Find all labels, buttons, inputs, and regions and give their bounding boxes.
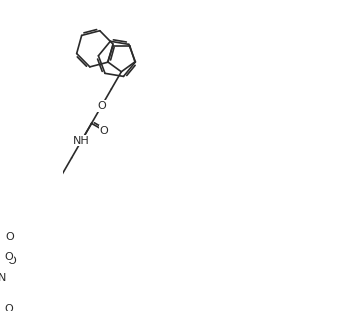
Text: O: O [8, 256, 16, 266]
Text: O: O [4, 252, 13, 262]
Text: O: O [100, 126, 108, 136]
Text: O: O [5, 232, 14, 242]
Text: O: O [97, 101, 106, 111]
Text: N: N [0, 273, 6, 283]
Text: NH: NH [73, 136, 90, 146]
Text: O: O [4, 304, 13, 311]
